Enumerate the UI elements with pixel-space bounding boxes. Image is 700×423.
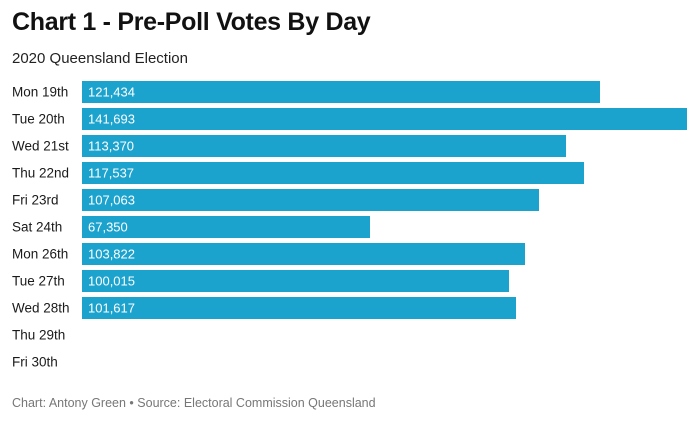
bar (82, 81, 600, 103)
bar-value-label: 113,370 (88, 139, 134, 154)
bar-value-label: 103,822 (88, 247, 135, 262)
chart-subtitle: 2020 Queensland Election (12, 50, 188, 67)
bar-value-label: 101,617 (88, 301, 135, 316)
category-label: Fri 30th (12, 355, 58, 370)
category-label: Mon 19th (12, 85, 68, 100)
bar (82, 135, 566, 157)
chart-title: Chart 1 - Pre-Poll Votes By Day (12, 8, 371, 36)
bar (82, 270, 509, 292)
category-label: Sat 24th (12, 220, 62, 235)
bar-value-label: 67,350 (88, 220, 128, 235)
category-label: Tue 27th (12, 274, 65, 289)
category-label: Thu 29th (12, 328, 65, 343)
bar-value-label: 121,434 (88, 85, 135, 100)
category-label: Wed 21st (12, 139, 69, 154)
category-label: Wed 28th (12, 301, 70, 316)
category-label: Tue 20th (12, 112, 65, 127)
bar-value-label: 117,537 (88, 166, 134, 181)
bar (82, 189, 539, 211)
bar-value-label: 100,015 (88, 274, 135, 289)
bar (82, 162, 584, 184)
bar (82, 216, 370, 238)
chart-source-footer: Chart: Antony Green • Source: Electoral … (12, 396, 376, 410)
bar-value-label: 107,063 (88, 193, 135, 208)
bar-value-label: 141,693 (88, 112, 135, 127)
category-label: Fri 23rd (12, 193, 59, 208)
bar (82, 243, 525, 265)
category-label: Mon 26th (12, 247, 68, 262)
category-label: Thu 22nd (12, 166, 69, 181)
bar (82, 108, 687, 130)
bar (82, 297, 516, 319)
